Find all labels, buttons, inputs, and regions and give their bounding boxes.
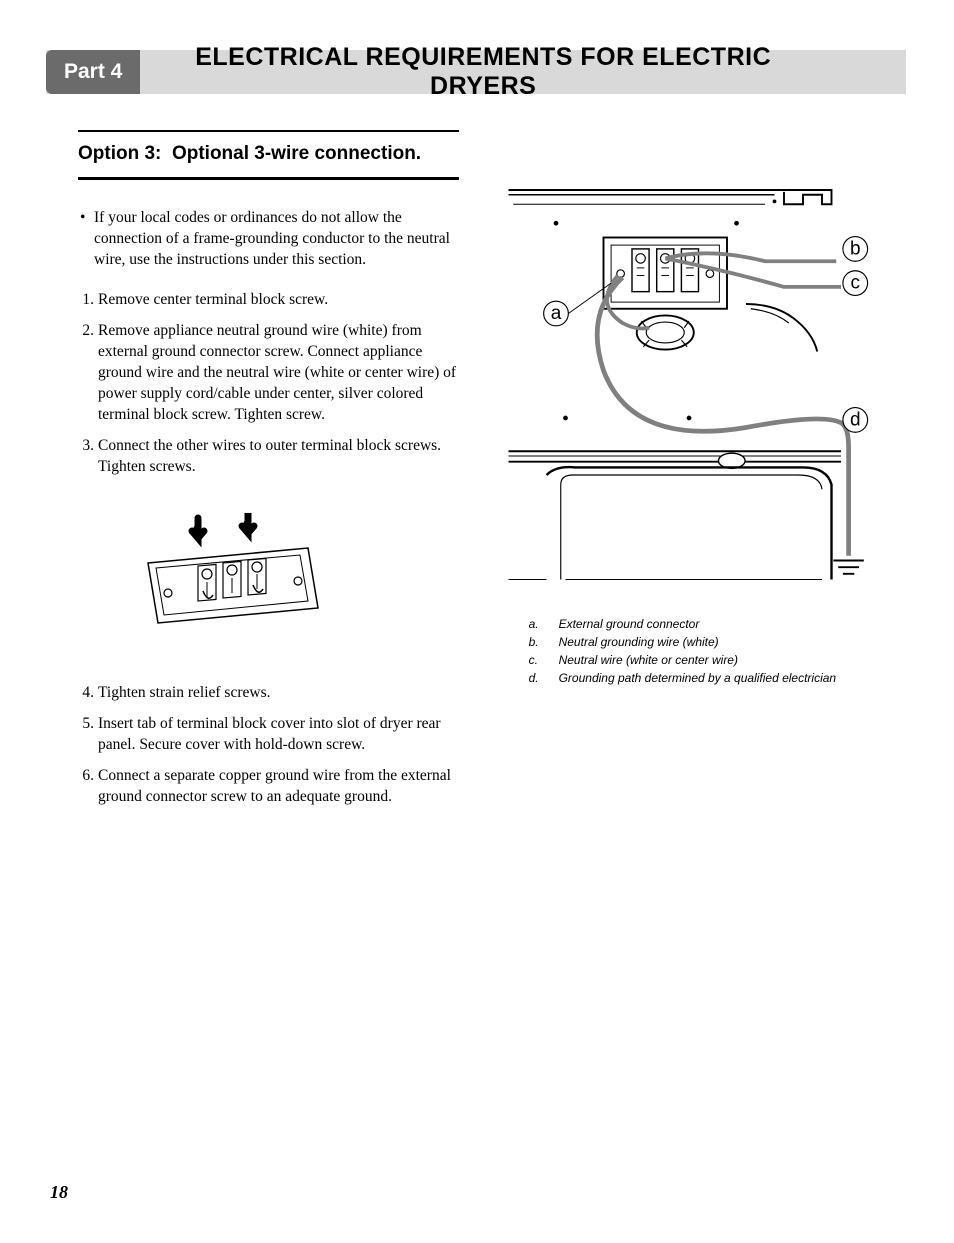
option-rule-top bbox=[78, 130, 459, 132]
legend-text: Grounding path determined by a qualified… bbox=[559, 669, 837, 687]
step-5: 5. Insert tab of terminal block cover in… bbox=[78, 714, 459, 756]
step-number: 2. bbox=[78, 321, 98, 426]
page-number: 18 bbox=[50, 1182, 68, 1203]
content-area: Option 3: Optional 3-wire connection. • … bbox=[78, 130, 894, 817]
step-number: 3. bbox=[78, 436, 98, 478]
step-text: Remove center terminal block screw. bbox=[98, 290, 459, 311]
legend-text: Neutral grounding wire (white) bbox=[559, 633, 719, 651]
callout-c: c bbox=[850, 273, 860, 294]
step-2: 2. Remove appliance neutral ground wire … bbox=[78, 321, 459, 426]
legend-key: b. bbox=[529, 633, 559, 651]
step-number: 1. bbox=[78, 290, 98, 311]
step-text: Connect the other wires to outer termina… bbox=[98, 436, 459, 478]
legend-item-a: a. External ground connector bbox=[529, 615, 894, 633]
intro-text: If your local codes or ordinances do not… bbox=[94, 208, 459, 271]
step-text: Remove appliance neutral ground wire (wh… bbox=[98, 321, 459, 426]
callout-d: d bbox=[850, 409, 861, 430]
callout-a: a bbox=[550, 303, 561, 324]
left-column: Option 3: Optional 3-wire connection. • … bbox=[78, 130, 459, 817]
step-number: 5. bbox=[78, 714, 98, 756]
legend-item-c: c. Neutral wire (white or center wire) bbox=[529, 651, 894, 669]
bullet-marker: • bbox=[80, 208, 94, 271]
legend-text: External ground connector bbox=[559, 615, 700, 633]
step-text: Insert tab of terminal block cover into … bbox=[98, 714, 459, 756]
part-tab: Part 4 bbox=[46, 50, 140, 94]
page-title: ELECTRICAL REQUIREMENTS FOR ELECTRIC DRY… bbox=[140, 43, 906, 101]
terminal-block-diagram bbox=[128, 513, 328, 653]
callout-b: b bbox=[850, 238, 861, 259]
step-text: Connect a separate copper ground wire fr… bbox=[98, 766, 459, 808]
step-number: 6. bbox=[78, 766, 98, 808]
option-prefix: Option 3: bbox=[78, 143, 161, 164]
step-3: 3. Connect the other wires to outer term… bbox=[78, 436, 459, 478]
legend-key: c. bbox=[529, 651, 559, 669]
option-heading: Option 3: Optional 3-wire connection. bbox=[78, 142, 459, 167]
step-1: 1. Remove center terminal block screw. bbox=[78, 290, 459, 311]
legend-key: d. bbox=[529, 669, 559, 687]
legend-key: a. bbox=[529, 615, 559, 633]
step-6: 6. Connect a separate copper ground wire… bbox=[78, 766, 459, 808]
diagram-legend: a. External ground connector b. Neutral … bbox=[499, 615, 894, 687]
right-column: a b c d a. External ground connector b. … bbox=[499, 130, 894, 817]
option-rule-bottom bbox=[78, 177, 459, 180]
legend-item-b: b. Neutral grounding wire (white) bbox=[529, 633, 894, 651]
legend-text: Neutral wire (white or center wire) bbox=[559, 651, 738, 669]
legend-item-d: d. Grounding path determined by a qualif… bbox=[529, 669, 894, 687]
option-title-text: Optional 3-wire connection. bbox=[172, 143, 421, 164]
step-text: Tighten strain relief screws. bbox=[98, 683, 459, 704]
step-number: 4. bbox=[78, 683, 98, 704]
dryer-wiring-diagram: a b c d bbox=[499, 170, 879, 590]
step-4: 4. Tighten strain relief screws. bbox=[78, 683, 459, 704]
header-bar: Part 4 ELECTRICAL REQUIREMENTS FOR ELECT… bbox=[46, 50, 906, 94]
intro-bullet: • If your local codes or ordinances do n… bbox=[78, 208, 459, 271]
